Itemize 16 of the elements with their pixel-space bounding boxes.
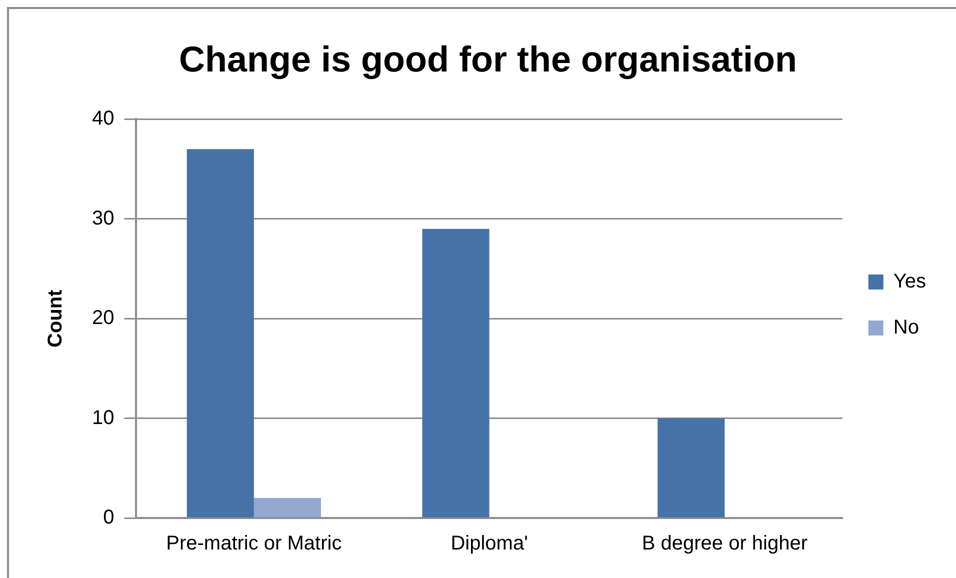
chart-title: Change is good for the organisation bbox=[178, 38, 798, 80]
bar bbox=[186, 149, 254, 518]
y-tick-label: 20 bbox=[92, 307, 114, 330]
bar bbox=[254, 498, 322, 518]
y-axis-title: Count bbox=[44, 289, 67, 348]
x-tick-label: Pre-matric or Matric bbox=[166, 532, 342, 555]
bar bbox=[658, 418, 725, 518]
legend-label: No bbox=[893, 316, 919, 339]
y-tick-label: 40 bbox=[92, 108, 114, 130]
y-tick-label: 10 bbox=[92, 406, 114, 429]
legend-label: Yes bbox=[893, 270, 926, 293]
x-tick-label: B degree or higher bbox=[642, 532, 808, 555]
y-tick-label: 30 bbox=[92, 207, 114, 230]
x-tick-label: Diploma' bbox=[450, 532, 528, 555]
y-tick-label: 0 bbox=[103, 506, 114, 529]
bar bbox=[422, 228, 490, 518]
